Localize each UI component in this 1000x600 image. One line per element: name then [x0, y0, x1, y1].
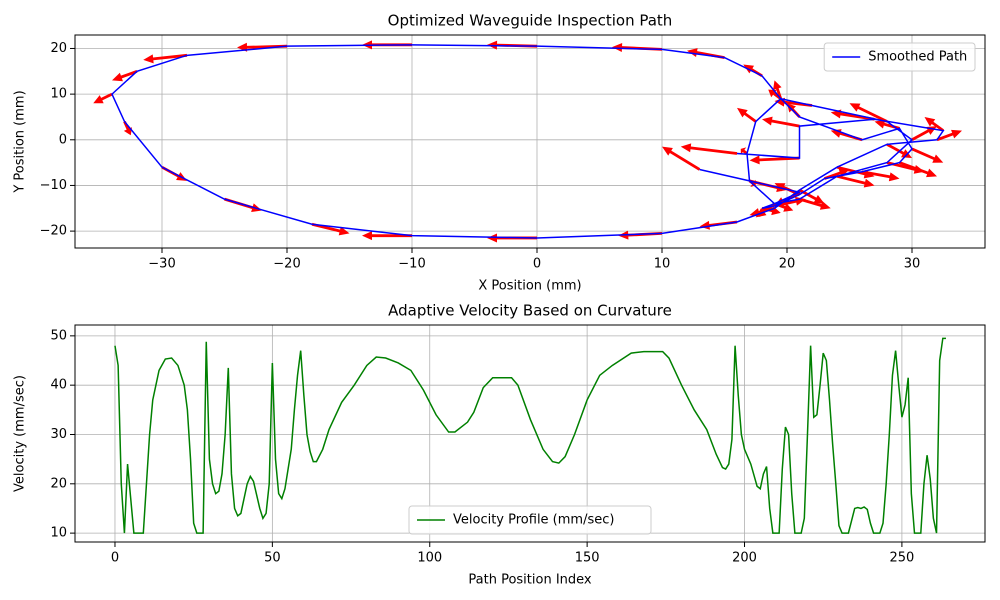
x-tick-label: 250 [889, 551, 914, 566]
x-tick-label: −20 [273, 257, 300, 272]
arrow [886, 161, 925, 174]
x-tick-label: 0 [533, 257, 541, 272]
x-tick-label: −10 [398, 257, 425, 272]
plot-area [93, 40, 962, 243]
legend: Velocity Profile (mm/sec) [408, 505, 652, 535]
chart-title: Optimized Waveguide Inspection Path [388, 12, 673, 30]
arrow [861, 170, 900, 182]
arrow [93, 92, 113, 104]
y-tick-label: 20 [50, 476, 67, 491]
plot-area [114, 337, 946, 534]
arrow [911, 126, 937, 142]
arrow [936, 129, 962, 142]
x-axis-label: Path Position Index [468, 573, 592, 588]
legend-box [408, 505, 652, 535]
y-tick-label: 40 [50, 378, 67, 393]
x-tick-label: 0 [111, 551, 119, 566]
x-axis-label: X Position (mm) [478, 279, 581, 294]
arrow [762, 116, 800, 128]
arrow [112, 69, 138, 82]
arrow [740, 147, 748, 155]
x-tick-label: 20 [779, 257, 796, 272]
line [111, 44, 945, 239]
y-tick-label: 0 [59, 132, 67, 147]
y-tick-label: 10 [50, 87, 67, 102]
arrow [237, 42, 288, 52]
arrow [362, 231, 412, 241]
x-tick-label: 30 [904, 257, 921, 272]
x-tick-label: −30 [148, 257, 175, 272]
arrow [761, 206, 781, 216]
axes-frame [74, 34, 986, 249]
arrow [911, 147, 944, 163]
arrow [830, 129, 863, 142]
arrow [737, 107, 757, 123]
arrow [680, 143, 738, 155]
x-tick-label: 10 [654, 257, 671, 272]
arrow [662, 146, 701, 171]
legend: Smoothed Path [823, 42, 976, 72]
line [114, 337, 946, 534]
arrow [618, 230, 663, 240]
arrow [773, 80, 783, 100]
x-tick-label: 200 [732, 551, 757, 566]
arrow [924, 116, 945, 132]
arrow [123, 120, 133, 136]
chart-title: Adaptive Velocity Based on Curvature [388, 302, 672, 320]
y-tick-label: 50 [50, 328, 67, 343]
legend-box [823, 42, 976, 72]
y-axis-label: Y Position (mm) [13, 90, 28, 193]
axes-frame [74, 324, 986, 543]
arrow [830, 109, 875, 121]
x-tick-label: 100 [417, 551, 442, 566]
legend-label: Smoothed Path [868, 50, 967, 65]
arrow [799, 197, 831, 210]
y-tick-label: 20 [50, 41, 67, 56]
y-axis-label: Velocity (mm/sec) [13, 375, 28, 492]
arrow [798, 188, 825, 204]
arrow [768, 89, 782, 100]
legend-label: Velocity Profile (mm/sec) [453, 513, 614, 528]
y-tick-label: −10 [40, 178, 67, 193]
y-tick-label: −20 [40, 224, 67, 239]
arrow [874, 119, 900, 130]
y-tick-label: 30 [50, 427, 67, 442]
arrow [836, 165, 875, 179]
arrow [487, 40, 538, 50]
y-tick-label: 10 [50, 526, 67, 541]
arrow [836, 174, 875, 188]
x-tick-label: 150 [575, 551, 600, 566]
axes: Optimized Waveguide Inspection Path X Pos… [13, 12, 986, 294]
x-tick-label: 50 [264, 551, 281, 566]
arrow [143, 53, 188, 64]
arrow [849, 103, 888, 123]
axes: Adaptive Velocity Based on Curvature Path… [13, 302, 986, 588]
